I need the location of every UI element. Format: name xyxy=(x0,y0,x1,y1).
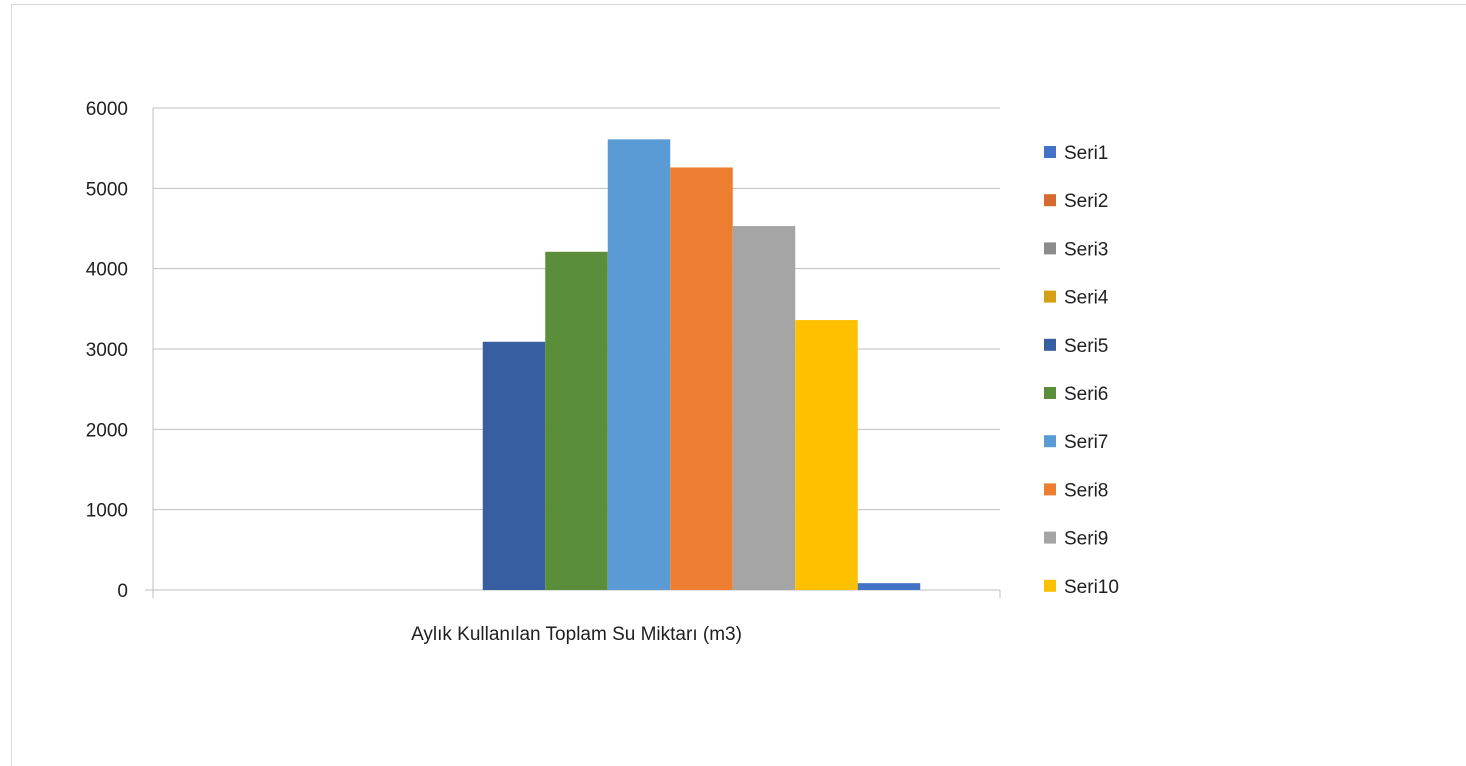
x-category-label: Aylık Kullanılan Toplam Su Miktarı (m3) xyxy=(411,624,742,645)
legend-label-seri10: Seri10 xyxy=(1064,577,1119,598)
bar-series-11 xyxy=(857,583,921,590)
legend-label-seri8: Seri8 xyxy=(1064,480,1108,501)
y-tick-label: 4000 xyxy=(86,260,128,281)
legend-label-seri3: Seri3 xyxy=(1064,239,1108,260)
bar-seri7 xyxy=(607,139,671,590)
legend-swatch-seri7 xyxy=(1044,435,1056,448)
y-tick-label: 0 xyxy=(117,581,128,602)
chart-frame xyxy=(11,4,1466,766)
legend-label-seri9: Seri9 xyxy=(1064,529,1108,550)
legend-label-seri4: Seri4 xyxy=(1064,288,1109,309)
bar-seri6 xyxy=(545,251,608,590)
legend-label-seri1: Seri1 xyxy=(1064,143,1108,164)
legend-label-seri2: Seri2 xyxy=(1064,191,1108,212)
y-tick-label: 3000 xyxy=(86,340,128,361)
y-tick-label: 5000 xyxy=(86,179,128,200)
bar-seri5 xyxy=(482,341,546,590)
legend-swatch-seri3 xyxy=(1044,242,1056,255)
legend-swatch-seri6 xyxy=(1044,387,1056,399)
legend-label-seri6: Seri6 xyxy=(1064,384,1108,405)
y-tick-label: 6000 xyxy=(86,99,128,120)
legend-swatch-seri5 xyxy=(1044,338,1056,351)
legend-label-seri5: Seri5 xyxy=(1064,336,1108,357)
legend-swatch-seri8 xyxy=(1044,483,1056,496)
y-tick-label: 2000 xyxy=(86,420,128,441)
legend-label-seri7: Seri7 xyxy=(1064,432,1108,453)
legend-swatch-seri10 xyxy=(1044,579,1056,592)
legend-swatch-seri2 xyxy=(1044,194,1056,207)
legend-swatch-seri9 xyxy=(1044,531,1056,544)
y-tick-label: 1000 xyxy=(86,501,128,522)
bar-seri9 xyxy=(732,226,796,590)
legend-swatch-seri4 xyxy=(1044,290,1056,303)
bar-seri10 xyxy=(795,320,858,590)
legend-swatch-seri1 xyxy=(1044,146,1056,158)
bar-seri8 xyxy=(670,167,733,591)
